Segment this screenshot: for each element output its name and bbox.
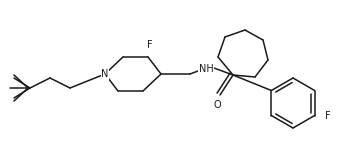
Text: F: F [147,40,153,50]
Text: F: F [325,111,331,120]
Text: O: O [213,100,221,110]
Text: N: N [101,69,109,79]
Text: NH: NH [199,64,213,74]
